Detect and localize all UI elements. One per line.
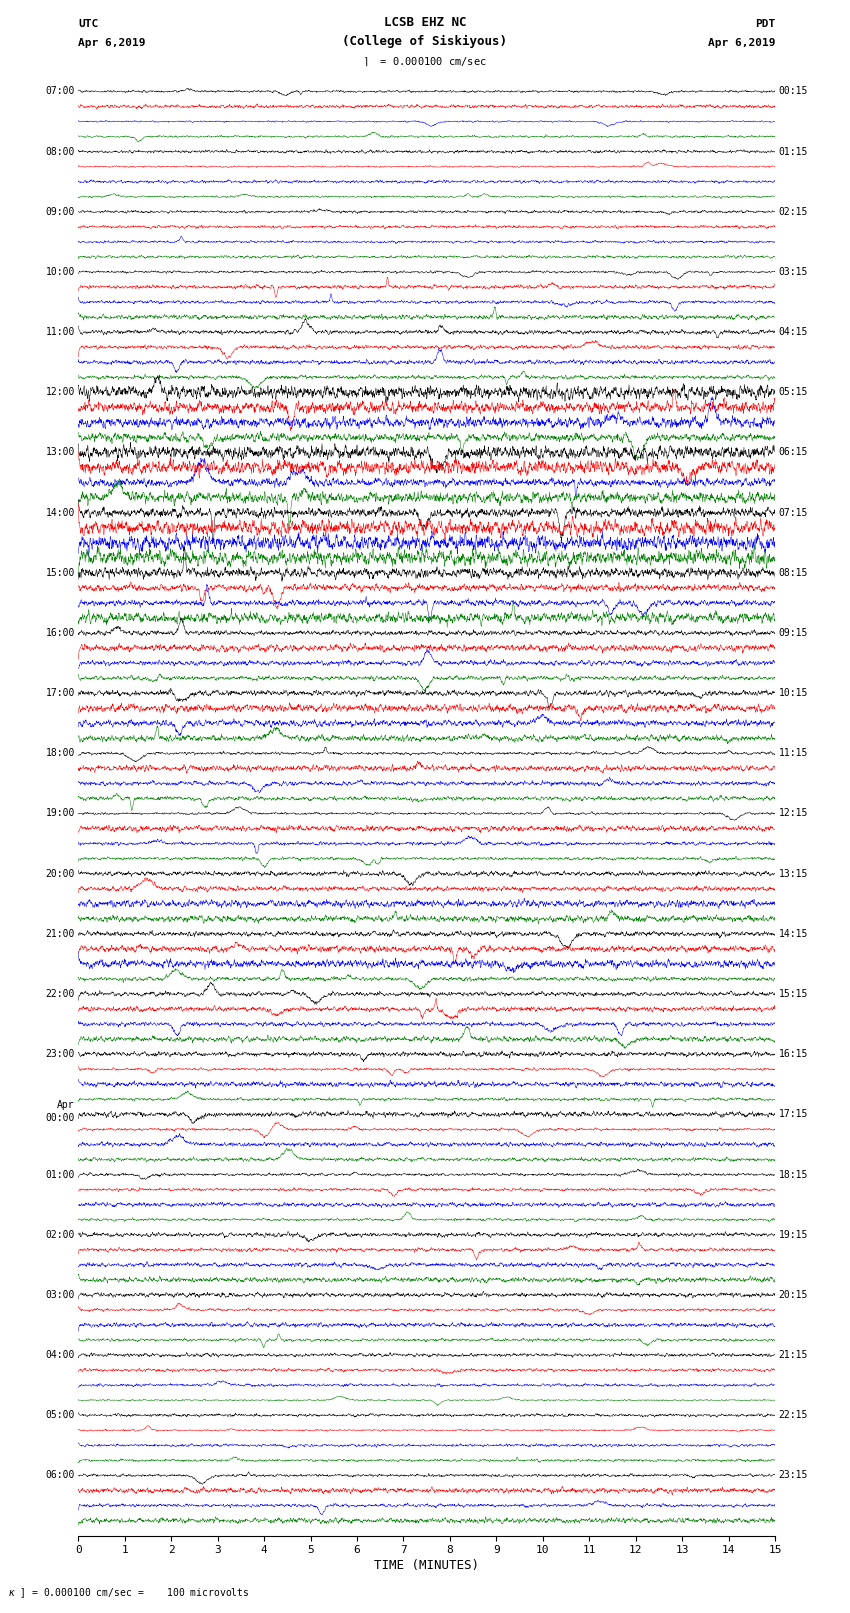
Text: 16:15: 16:15	[779, 1048, 808, 1060]
Text: 21:00: 21:00	[45, 929, 75, 939]
Text: 14:15: 14:15	[779, 929, 808, 939]
Text: 00:15: 00:15	[779, 87, 808, 97]
Text: 20:00: 20:00	[45, 869, 75, 879]
Text: 05:15: 05:15	[779, 387, 808, 397]
Text: 13:15: 13:15	[779, 869, 808, 879]
Text: 12:00: 12:00	[45, 387, 75, 397]
Text: 01:00: 01:00	[45, 1169, 75, 1179]
Text: Apr 6,2019: Apr 6,2019	[708, 39, 775, 48]
Text: 09:15: 09:15	[779, 627, 808, 639]
Text: 21:15: 21:15	[779, 1350, 808, 1360]
Text: 20:15: 20:15	[779, 1290, 808, 1300]
Text: 06:15: 06:15	[779, 447, 808, 458]
Text: 09:00: 09:00	[45, 206, 75, 216]
Text: 10:15: 10:15	[779, 689, 808, 698]
Text: 22:15: 22:15	[779, 1410, 808, 1419]
Text: 04:00: 04:00	[45, 1350, 75, 1360]
Text: PDT: PDT	[755, 19, 775, 29]
Text: Apr 6,2019: Apr 6,2019	[78, 39, 145, 48]
Text: 07:00: 07:00	[45, 87, 75, 97]
Text: $\kappa$ ] = 0.000100 cm/sec =    100 microvolts: $\kappa$ ] = 0.000100 cm/sec = 100 micro…	[8, 1586, 250, 1600]
Text: LCSB EHZ NC: LCSB EHZ NC	[383, 16, 467, 29]
Text: 08:00: 08:00	[45, 147, 75, 156]
Text: Apr: Apr	[57, 1100, 75, 1110]
Text: 12:15: 12:15	[779, 808, 808, 818]
Text: 01:15: 01:15	[779, 147, 808, 156]
Text: 23:00: 23:00	[45, 1048, 75, 1060]
Text: 17:00: 17:00	[45, 689, 75, 698]
Text: 18:15: 18:15	[779, 1169, 808, 1179]
Text: 06:00: 06:00	[45, 1471, 75, 1481]
Text: 07:15: 07:15	[779, 508, 808, 518]
Text: $\rceil$  = 0.000100 cm/sec: $\rceil$ = 0.000100 cm/sec	[363, 55, 487, 68]
Text: 03:00: 03:00	[45, 1290, 75, 1300]
Text: UTC: UTC	[78, 19, 99, 29]
Text: 18:00: 18:00	[45, 748, 75, 758]
Text: 23:15: 23:15	[779, 1471, 808, 1481]
Text: 19:00: 19:00	[45, 808, 75, 818]
Text: 10:00: 10:00	[45, 266, 75, 277]
Text: 22:00: 22:00	[45, 989, 75, 998]
X-axis label: TIME (MINUTES): TIME (MINUTES)	[374, 1560, 479, 1573]
Text: (College of Siskiyous): (College of Siskiyous)	[343, 35, 507, 48]
Text: 13:00: 13:00	[45, 447, 75, 458]
Text: 05:00: 05:00	[45, 1410, 75, 1419]
Text: 16:00: 16:00	[45, 627, 75, 639]
Text: 02:15: 02:15	[779, 206, 808, 216]
Text: 02:00: 02:00	[45, 1229, 75, 1240]
Text: 00:00: 00:00	[45, 1113, 75, 1123]
Text: 15:15: 15:15	[779, 989, 808, 998]
Text: 17:15: 17:15	[779, 1110, 808, 1119]
Text: 19:15: 19:15	[779, 1229, 808, 1240]
Text: 11:00: 11:00	[45, 327, 75, 337]
Text: 11:15: 11:15	[779, 748, 808, 758]
Text: 08:15: 08:15	[779, 568, 808, 577]
Text: 14:00: 14:00	[45, 508, 75, 518]
Text: 03:15: 03:15	[779, 266, 808, 277]
Text: 04:15: 04:15	[779, 327, 808, 337]
Text: 15:00: 15:00	[45, 568, 75, 577]
